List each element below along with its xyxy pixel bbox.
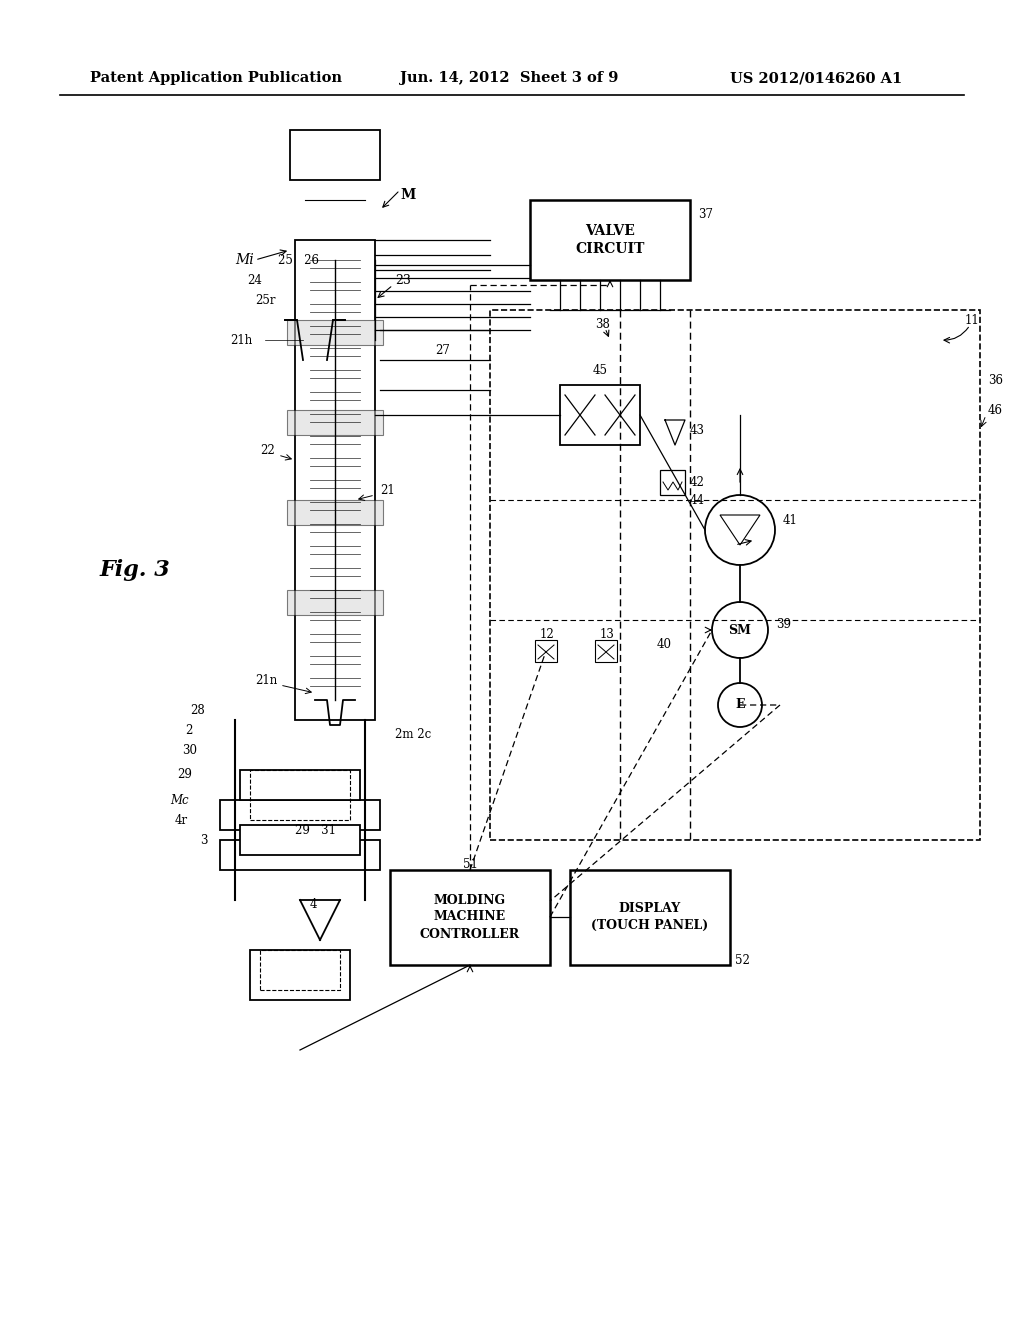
Bar	[220, 840, 380, 870]
Circle shape	[718, 682, 762, 727]
Text: 43: 43	[690, 424, 705, 437]
Text: 42: 42	[690, 475, 705, 488]
Text: 44: 44	[690, 494, 705, 507]
Text: SM: SM	[728, 623, 752, 636]
Text: Mc: Mc	[170, 793, 188, 807]
Text: 22: 22	[260, 444, 274, 457]
Bar	[595, 640, 617, 663]
Text: 36: 36	[988, 374, 1002, 387]
Text: Patent Application Publication: Patent Application Publication	[90, 71, 342, 84]
Bar	[535, 640, 557, 663]
Text: 28: 28	[190, 704, 205, 717]
Text: 13: 13	[600, 628, 614, 642]
Text: 41: 41	[783, 513, 798, 527]
Text: Mi: Mi	[234, 253, 254, 267]
Bar	[287, 500, 383, 525]
Text: 2m 2c: 2m 2c	[395, 729, 431, 742]
Text: 21h: 21h	[230, 334, 252, 346]
Text: MOLDING
MACHINE
CONTROLLER: MOLDING MACHINE CONTROLLER	[420, 894, 520, 940]
Text: 29   31: 29 31	[295, 824, 336, 837]
Bar	[250, 770, 350, 820]
Bar	[220, 800, 380, 830]
Text: E: E	[735, 698, 744, 711]
Text: 27: 27	[435, 343, 450, 356]
Bar	[660, 470, 685, 495]
Text: 40: 40	[657, 639, 672, 652]
Bar	[240, 770, 360, 800]
Bar	[390, 870, 550, 965]
Text: 25r: 25r	[255, 293, 275, 306]
Circle shape	[712, 602, 768, 657]
Bar	[530, 201, 690, 280]
Text: VALVE
CIRCUIT: VALVE CIRCUIT	[575, 224, 645, 256]
Bar	[287, 411, 383, 436]
Text: 39: 39	[776, 619, 791, 631]
Bar	[560, 385, 640, 445]
Text: 52: 52	[735, 953, 750, 966]
Circle shape	[705, 495, 775, 565]
Text: 21n: 21n	[255, 673, 278, 686]
Text: 2: 2	[185, 723, 193, 737]
Text: 25   26: 25 26	[278, 253, 319, 267]
Text: 4: 4	[310, 899, 317, 912]
Text: DISPLAY
(TOUCH PANEL): DISPLAY (TOUCH PANEL)	[592, 902, 709, 932]
Text: 21: 21	[380, 483, 394, 496]
Text: Jun. 14, 2012  Sheet 3 of 9: Jun. 14, 2012 Sheet 3 of 9	[400, 71, 618, 84]
Bar	[490, 310, 980, 840]
Text: 4r: 4r	[175, 813, 188, 826]
Text: 3: 3	[200, 833, 208, 846]
Text: 38: 38	[595, 318, 610, 331]
Text: 51: 51	[463, 858, 477, 871]
Bar	[287, 319, 383, 345]
Text: 12: 12	[540, 628, 555, 642]
Text: 11: 11	[965, 314, 980, 326]
Text: 46: 46	[988, 404, 1002, 417]
Text: 37: 37	[698, 209, 713, 222]
Text: 45: 45	[593, 363, 607, 376]
Bar	[250, 950, 350, 1001]
Bar	[290, 129, 380, 180]
Bar	[240, 825, 360, 855]
Bar	[287, 590, 383, 615]
Text: US 2012/0146260 A1: US 2012/0146260 A1	[730, 71, 902, 84]
Text: 24: 24	[247, 273, 262, 286]
Text: 23: 23	[395, 273, 411, 286]
Bar	[570, 870, 730, 965]
Bar	[295, 240, 375, 719]
Polygon shape	[720, 515, 760, 545]
Text: 30: 30	[182, 743, 197, 756]
Bar	[260, 950, 340, 990]
Text: M: M	[400, 187, 416, 202]
Text: Fig. 3: Fig. 3	[100, 558, 171, 581]
Text: 29: 29	[177, 768, 191, 781]
